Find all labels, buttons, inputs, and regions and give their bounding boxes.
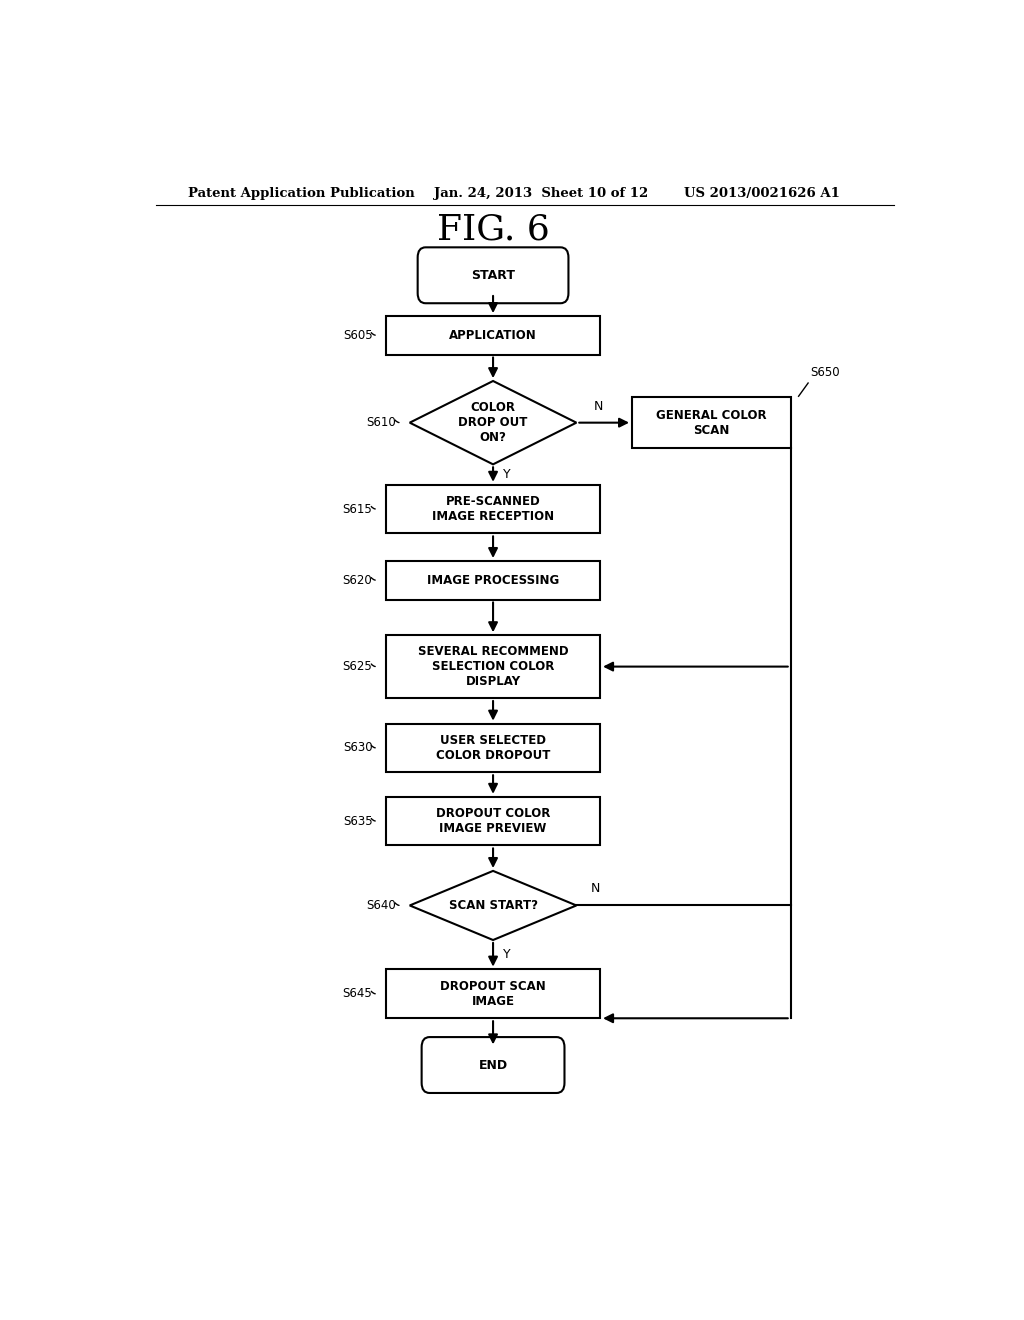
Text: SCAN START?: SCAN START? bbox=[449, 899, 538, 912]
Text: S610: S610 bbox=[367, 416, 396, 429]
FancyBboxPatch shape bbox=[386, 315, 600, 355]
Text: DROPOUT COLOR
IMAGE PREVIEW: DROPOUT COLOR IMAGE PREVIEW bbox=[436, 807, 550, 836]
Text: S635: S635 bbox=[343, 814, 373, 828]
Text: US 2013/0021626 A1: US 2013/0021626 A1 bbox=[684, 187, 840, 201]
Text: N: N bbox=[594, 400, 603, 412]
Text: N: N bbox=[591, 882, 600, 895]
Text: S620: S620 bbox=[343, 574, 373, 586]
FancyBboxPatch shape bbox=[632, 397, 791, 447]
Text: GENERAL COLOR
SCAN: GENERAL COLOR SCAN bbox=[656, 409, 767, 437]
FancyBboxPatch shape bbox=[386, 561, 600, 599]
Polygon shape bbox=[410, 871, 577, 940]
Text: S640: S640 bbox=[367, 899, 396, 912]
Text: S605: S605 bbox=[343, 329, 373, 342]
Text: S645: S645 bbox=[343, 987, 373, 1001]
Text: SEVERAL RECOMMEND
SELECTION COLOR
DISPLAY: SEVERAL RECOMMEND SELECTION COLOR DISPLA… bbox=[418, 645, 568, 688]
FancyBboxPatch shape bbox=[386, 723, 600, 772]
FancyBboxPatch shape bbox=[386, 484, 600, 533]
Text: START: START bbox=[471, 269, 515, 281]
Text: S625: S625 bbox=[343, 660, 373, 673]
Text: FIG. 6: FIG. 6 bbox=[436, 213, 550, 247]
FancyBboxPatch shape bbox=[386, 635, 600, 698]
Text: Patent Application Publication: Patent Application Publication bbox=[187, 187, 415, 201]
Text: PRE-SCANNED
IMAGE RECEPTION: PRE-SCANNED IMAGE RECEPTION bbox=[432, 495, 554, 523]
Polygon shape bbox=[410, 381, 577, 465]
FancyBboxPatch shape bbox=[418, 247, 568, 304]
FancyBboxPatch shape bbox=[422, 1038, 564, 1093]
Text: IMAGE PROCESSING: IMAGE PROCESSING bbox=[427, 574, 559, 586]
Text: DROPOUT SCAN
IMAGE: DROPOUT SCAN IMAGE bbox=[440, 979, 546, 1008]
Text: END: END bbox=[478, 1059, 508, 1072]
Text: Y: Y bbox=[504, 948, 511, 961]
Text: S650: S650 bbox=[811, 366, 840, 379]
Text: APPLICATION: APPLICATION bbox=[450, 329, 537, 342]
FancyBboxPatch shape bbox=[386, 969, 600, 1018]
Text: USER SELECTED
COLOR DROPOUT: USER SELECTED COLOR DROPOUT bbox=[436, 734, 550, 762]
Text: COLOR
DROP OUT
ON?: COLOR DROP OUT ON? bbox=[459, 401, 527, 444]
Text: S630: S630 bbox=[343, 742, 373, 755]
Text: Jan. 24, 2013  Sheet 10 of 12: Jan. 24, 2013 Sheet 10 of 12 bbox=[433, 187, 648, 201]
Text: S615: S615 bbox=[343, 503, 373, 516]
Text: Y: Y bbox=[504, 469, 511, 480]
FancyBboxPatch shape bbox=[386, 797, 600, 846]
